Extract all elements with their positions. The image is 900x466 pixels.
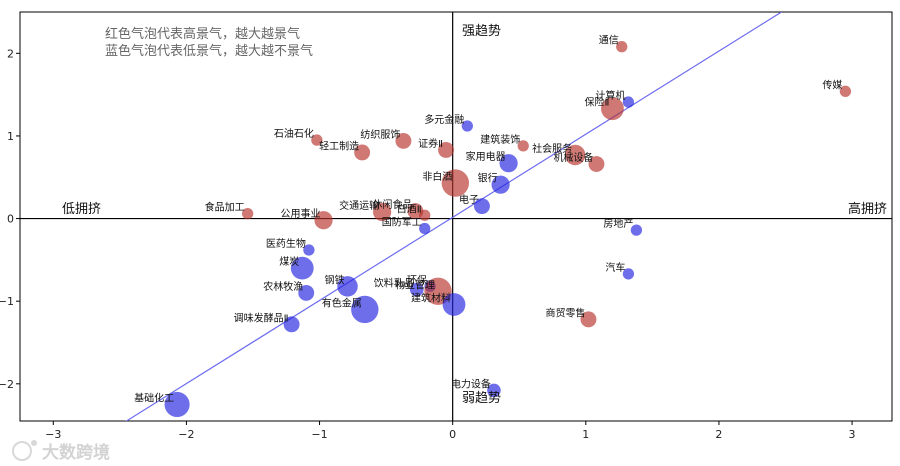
bubble-label: 电力设备 [451, 377, 491, 390]
bubble-point [474, 198, 490, 215]
x-tick-label: −1 [311, 428, 327, 441]
x-tick-label: −3 [45, 428, 61, 441]
bubble-point [622, 268, 635, 280]
legend-note-high: 红色气泡代表高景气，越大越景气 [105, 26, 300, 42]
bubble-label: 电子 [459, 193, 479, 206]
bubble-label: 白酒Ⅱ [397, 202, 422, 215]
legend-note-low: 蓝色气泡代表低景气，越大越不景气 [105, 43, 313, 59]
bubble-label: 建筑材料 [411, 291, 451, 304]
bubble-label: 银行 [478, 172, 498, 185]
bubble-label: 轻工制造 [319, 139, 359, 152]
bubble-label: 房地产 [603, 217, 633, 230]
bubble-label: 农林牧渔 [263, 280, 303, 293]
y-tick-label: 0 [7, 213, 14, 226]
bubble-point [564, 144, 586, 166]
plot-frame [19, 11, 893, 422]
x-tick-label: −2 [178, 428, 194, 441]
bubble-label: 环保 [407, 273, 427, 286]
bubble-point [441, 169, 470, 197]
bubble-label: 医药生物 [266, 237, 306, 250]
bubble-point [409, 282, 424, 297]
bubble-point [298, 284, 315, 301]
bubble-label: 交通运输 [339, 199, 379, 212]
bubble-point [580, 311, 597, 328]
bubble-point [616, 41, 628, 53]
bubble-label: 多元金融 [424, 113, 464, 126]
bubble-label: 饮料乳品 [374, 277, 414, 290]
bubble-label: 传媒 [822, 79, 842, 91]
bubble-label: 休闲食品 [372, 198, 412, 211]
bubble-point [419, 209, 431, 221]
bubble-point [283, 316, 300, 333]
y-tick-label: −1 [0, 295, 14, 308]
bubble-point [622, 96, 635, 108]
bubble-point [303, 244, 315, 256]
bubble-point [601, 97, 624, 121]
bubble-label: 保险Ⅱ [585, 96, 610, 109]
bubble-label: 煤炭 [279, 255, 299, 268]
bubble-point [487, 383, 501, 398]
bubble-label: 汽车 [605, 261, 625, 274]
bubble-label: 社会服务 [532, 142, 572, 155]
bubble-point [442, 293, 466, 316]
watermark-logo-dot [31, 440, 37, 446]
trend-line [125, 12, 782, 421]
x-tick-label: 3 [849, 428, 856, 441]
watermark-logo-icon [12, 441, 32, 461]
bubble-point [395, 132, 412, 149]
y-tick-label: 1 [7, 130, 14, 143]
bubble-point [419, 222, 431, 235]
watermark: 大数跨境 [12, 440, 110, 463]
quadrant-label-top: 强趋势 [462, 23, 501, 39]
bubble-label: 调味发酵品Ⅱ [234, 311, 289, 324]
bubble-label: 纺织服饰 [360, 128, 400, 141]
bubble-point [839, 85, 852, 97]
bubble-label: 国防军工 [382, 215, 422, 228]
bubble-point [314, 211, 333, 230]
bubble-point [588, 156, 605, 172]
quadrant-label-bottom: 弱趋势 [462, 390, 501, 406]
bubble-label: 商贸零售 [545, 306, 585, 319]
bubble-point [351, 295, 379, 324]
bubble-point [164, 391, 190, 418]
bubble-point [373, 202, 392, 222]
bubble-point [499, 154, 518, 173]
bubble-point [354, 144, 371, 161]
bubble-point [438, 142, 454, 158]
x-tick-label: 1 [582, 428, 589, 441]
bubble-label: 家用电器 [466, 150, 506, 163]
plot-layer: −3 −2 −1 0 1 2 3−2−1012通信传媒计算机保险Ⅱ多元金融石油石化 纺织服饰建… [0, 12, 892, 441]
bubble-label: 机械设备 [553, 151, 593, 164]
bubble-point [337, 276, 358, 297]
bubble-point [491, 175, 510, 194]
bubble-point [630, 224, 643, 236]
bubble-label: 非白酒 [422, 170, 452, 183]
bubble-label: 通信 [599, 35, 619, 47]
bubble-point [311, 134, 323, 146]
x-tick-label: 0 [449, 428, 456, 441]
bubble-label: 钢铁 [324, 273, 344, 286]
bubble-point [461, 120, 473, 132]
y-tick-label: 2 [7, 47, 14, 60]
bubble-point [290, 256, 314, 280]
watermark-text: 大数跨境 [42, 442, 110, 463]
quadrant-label-left: 低拥挤 [62, 202, 101, 217]
bubble-point [242, 207, 254, 220]
bubble-label: 石油石化 [274, 127, 314, 140]
bubble-label: 有色金属 [322, 296, 362, 309]
bubble-label: 食品加工 [205, 201, 245, 214]
bubble-label: 公用事业 [281, 207, 321, 220]
bubble-label: 建筑装饰 [480, 133, 520, 146]
x-tick-label: 2 [715, 428, 722, 441]
bubble-label: 证券Ⅱ [418, 137, 443, 150]
y-tick-label: −2 [0, 378, 14, 391]
bubble-point [517, 140, 529, 152]
bubble-label: 物业管理 [395, 278, 435, 291]
bubble-label: 计算机 [595, 89, 625, 102]
bubble-label: 基础化工 [134, 391, 174, 404]
quadrant-label-right: 高拥挤 [848, 201, 887, 217]
